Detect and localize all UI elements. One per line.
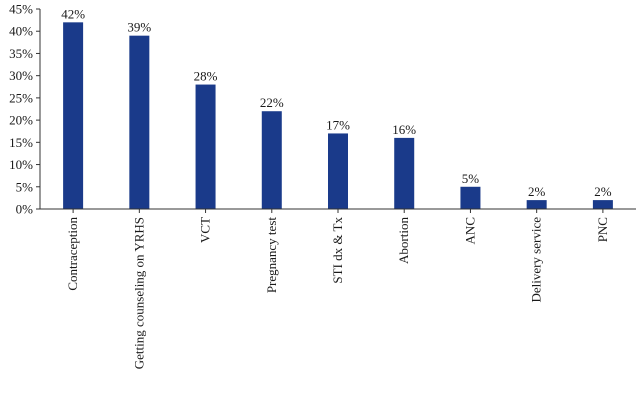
x-category-label: Abortion — [396, 217, 411, 264]
y-tick-label: 45% — [9, 2, 33, 17]
y-tick-label: 25% — [9, 90, 33, 105]
y-tick-label: 35% — [9, 46, 33, 61]
data-label: 22% — [260, 95, 284, 110]
bar — [261, 111, 282, 209]
x-category-label: ANC — [462, 217, 477, 244]
y-tick-label: 30% — [9, 68, 33, 83]
data-labels: 42% 39% 28% 22% 17% 16% 5% 2% 2% — [61, 6, 612, 199]
y-tick-label: 20% — [9, 113, 33, 128]
y-tick-label: 0% — [16, 202, 34, 217]
y-tick-label: 15% — [9, 135, 33, 150]
x-category-label: Pregnancy test — [264, 217, 279, 294]
x-category-label: Contraception — [65, 217, 80, 291]
y-tick-label: 40% — [9, 24, 33, 39]
data-label: 16% — [392, 122, 416, 137]
bar — [129, 35, 150, 209]
x-axis: Contraception Getting counseling on YRHS V… — [40, 208, 636, 369]
bar — [328, 133, 348, 209]
bar — [460, 186, 481, 209]
data-label: 39% — [127, 20, 151, 35]
data-label: 5% — [462, 171, 480, 186]
y-axis: 0% 5% 10% 15% 20% 25% 30% 35% 40% 45% — [9, 2, 41, 217]
y-tick-label: 10% — [9, 157, 33, 172]
data-label: 42% — [61, 6, 85, 21]
x-category-label: PNC — [595, 217, 610, 242]
y-tick-label: 5% — [16, 179, 34, 194]
bar — [394, 137, 415, 209]
bar — [195, 84, 216, 209]
data-label: 2% — [594, 184, 612, 199]
x-category-label: STI dx & Tx — [330, 217, 345, 284]
bar — [63, 22, 84, 210]
bars — [63, 22, 613, 210]
bar — [592, 200, 613, 209]
x-category-label: Getting counseling on YRHS — [131, 217, 146, 369]
data-label: 2% — [528, 184, 546, 199]
bar — [526, 200, 547, 209]
x-category-label: Delivery service — [529, 217, 544, 303]
data-label: 28% — [194, 69, 218, 84]
data-label: 17% — [326, 117, 350, 132]
x-category-label: VCT — [198, 217, 213, 243]
